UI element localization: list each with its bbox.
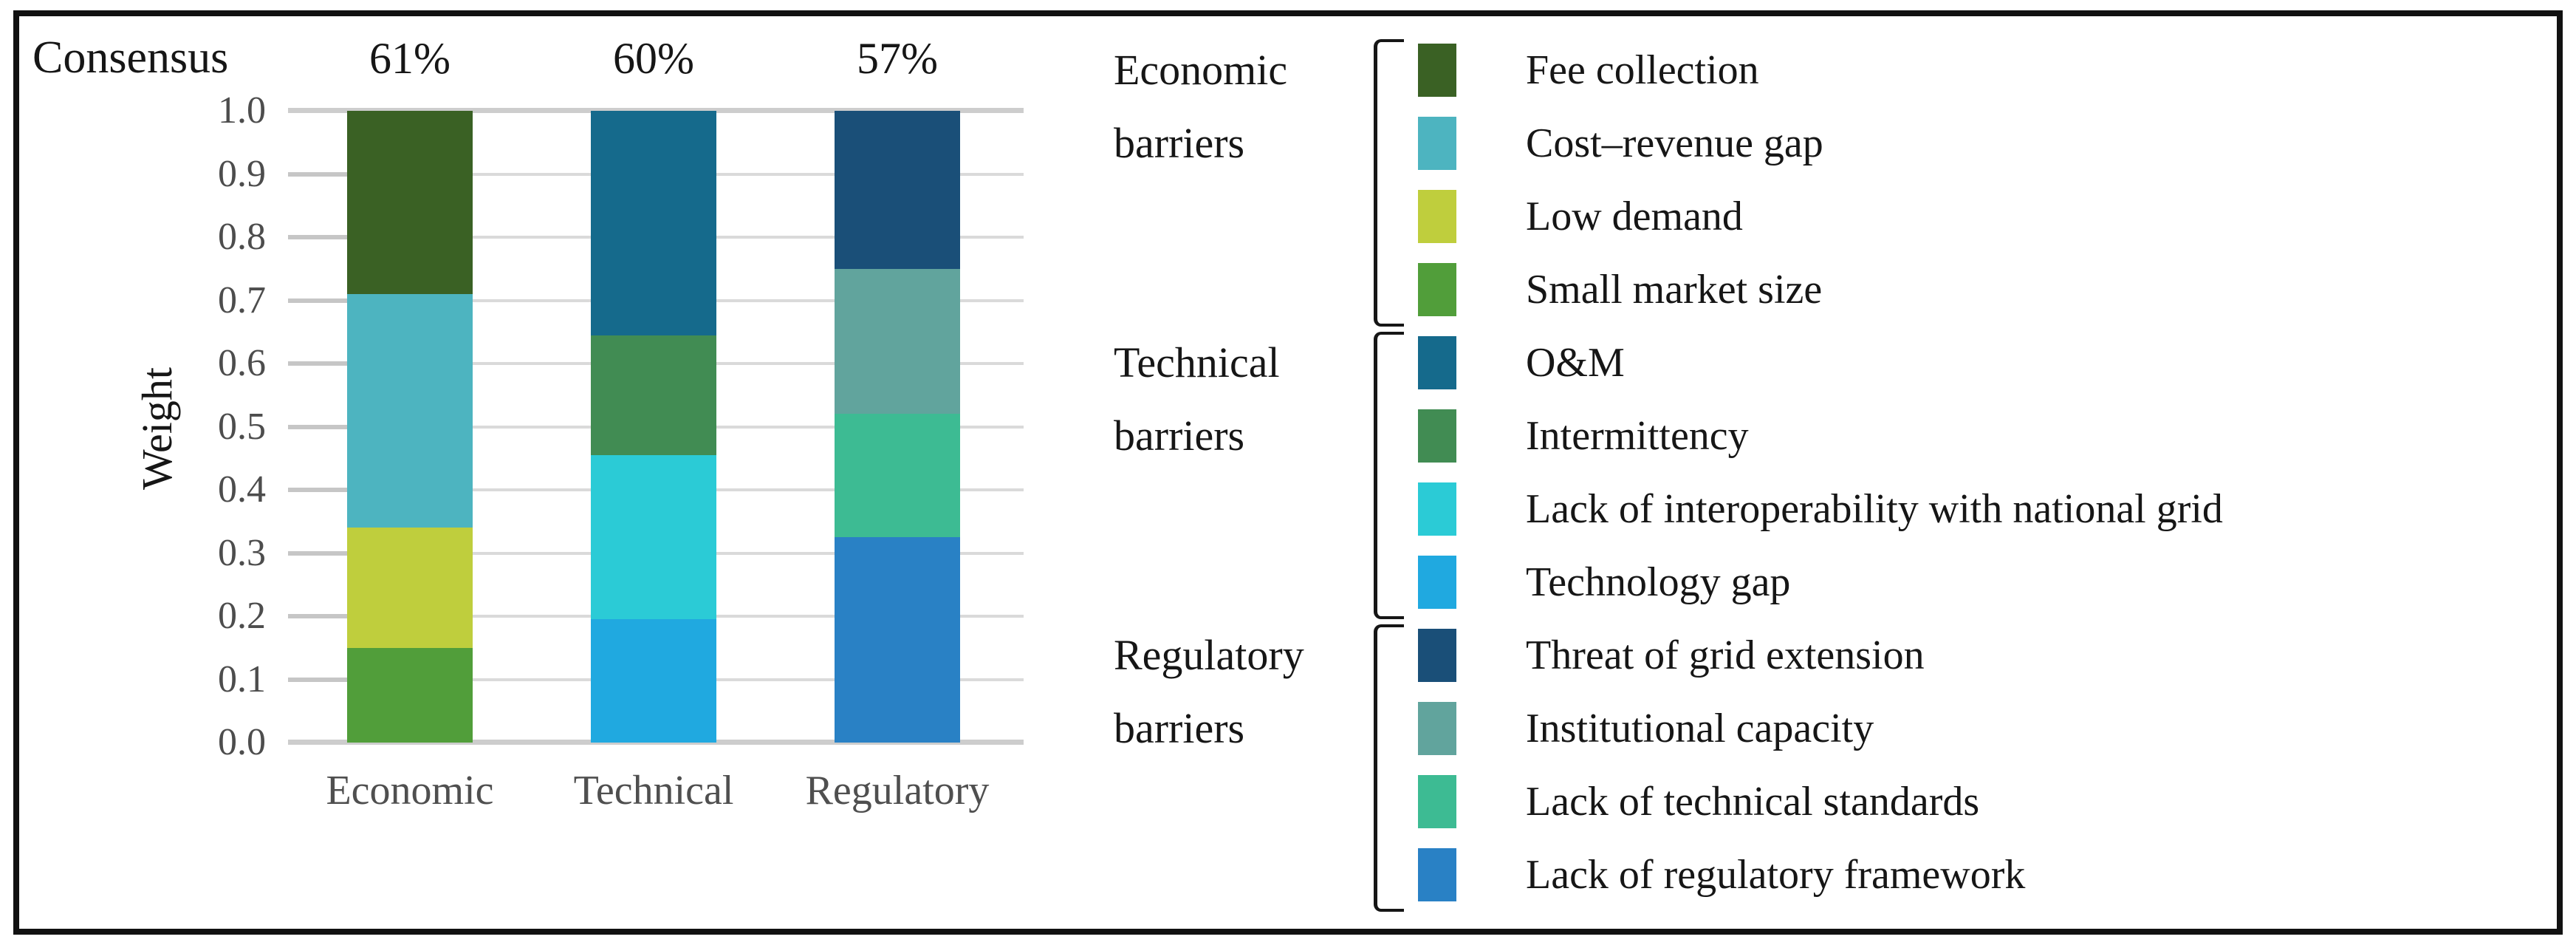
consensus-label: Consensus xyxy=(32,33,229,83)
bar-regulatory xyxy=(835,111,960,743)
bar-segment-intermittency xyxy=(591,335,716,455)
legend-swatch-technology-gap xyxy=(1418,556,1456,609)
bar-segment-lack-of-regulatory-framework xyxy=(835,537,960,743)
legend-group-bracket xyxy=(1374,39,1404,327)
x-category-label: Regulatory xyxy=(805,768,990,813)
y-tick-label: 1.0 xyxy=(218,89,266,132)
legend-swatch-cost-revenue-gap xyxy=(1418,117,1456,170)
legend-swatch-threat-of-grid-extension xyxy=(1418,629,1456,682)
gridline-stub-0.3 xyxy=(288,550,356,556)
legend-item-label: Intermittency xyxy=(1526,413,1749,459)
y-tick-label: 0.4 xyxy=(218,468,266,511)
y-tick-label: 0.9 xyxy=(218,152,266,195)
y-tick-label: 0.6 xyxy=(218,342,266,384)
legend-item-label: Institutional capacity xyxy=(1526,706,1874,751)
y-tick-label: 0.7 xyxy=(218,279,266,321)
bar-segment-lack-of-technical-standards xyxy=(835,414,960,538)
legend-item-label: Low demand xyxy=(1526,194,1743,239)
legend-group-label: barriers xyxy=(1114,412,1245,460)
gridline-stub-0.2 xyxy=(288,614,356,618)
legend-swatch-small-market-size xyxy=(1418,263,1456,316)
bar-technical xyxy=(591,111,716,743)
legend-swatch-lack-of-technical-standards xyxy=(1418,775,1456,828)
bar-economic xyxy=(347,111,473,743)
legend-group-label: Regulatory xyxy=(1114,631,1304,679)
legend-swatch-fee-collection xyxy=(1418,44,1456,97)
gridline-stub-0.7 xyxy=(288,298,356,303)
legend-item-label: O&M xyxy=(1526,340,1625,386)
gridline-1.0 xyxy=(288,108,1024,113)
legend-group-bracket xyxy=(1374,624,1404,912)
y-tick-label: 0.3 xyxy=(218,531,266,574)
gridline-stub-0.1 xyxy=(288,677,356,682)
bar-segment-threat-of-grid-extension xyxy=(835,111,960,269)
consensus-value: 60% xyxy=(613,34,694,83)
legend-item-label: Lack of regulatory framework xyxy=(1526,852,2026,898)
y-tick-label: 0.8 xyxy=(218,216,266,258)
legend-swatch-o-m xyxy=(1418,336,1456,389)
y-tick-label: 0.2 xyxy=(218,595,266,637)
y-tick-label: 0.5 xyxy=(218,405,266,448)
legend-swatch-institutional-capacity xyxy=(1418,702,1456,755)
gridline-stub-0.6 xyxy=(288,361,356,366)
bar-segment-cost-revenue-gap xyxy=(347,293,473,528)
y-tick-label: 0.1 xyxy=(218,658,266,700)
legend-swatch-lack-of-regulatory-framework xyxy=(1418,848,1456,901)
bar-segment-lack-of-interoperability-with-national-grid xyxy=(591,454,716,620)
bar-segment-institutional-capacity xyxy=(835,268,960,414)
y-tick-label: 0.0 xyxy=(218,721,266,763)
bar-segment-o-m xyxy=(591,111,716,335)
legend-item-label: Lack of interoperability with national g… xyxy=(1526,486,2223,532)
x-category-label: Economic xyxy=(326,768,494,813)
bar-segment-low-demand xyxy=(347,528,473,648)
bar-segment-technology-gap xyxy=(591,619,716,743)
legend-group-label: barriers xyxy=(1114,704,1245,752)
bar-segment-fee-collection xyxy=(347,111,473,294)
legend-swatch-lack-of-interoperability-with-national-grid xyxy=(1418,482,1456,536)
consensus-value: 61% xyxy=(369,34,451,83)
gridline-stub-0.8 xyxy=(288,235,356,239)
legend-group-label: Technical xyxy=(1114,338,1280,386)
gridline-stub-0.9 xyxy=(288,171,356,177)
bar-segment-small-market-size xyxy=(347,647,473,743)
legend-item-label: Fee collection xyxy=(1526,47,1759,93)
legend-group-bracket xyxy=(1374,332,1404,619)
legend-swatch-intermittency xyxy=(1418,409,1456,463)
gridline-stub-0.5 xyxy=(288,424,356,429)
legend-swatch-low-demand xyxy=(1418,190,1456,243)
gridline-stub-0.4 xyxy=(288,488,356,492)
consensus-value: 57% xyxy=(857,34,938,83)
legend-group-label: barriers xyxy=(1114,119,1245,167)
legend-item-label: Technology gap xyxy=(1526,559,1791,605)
legend-item-label: Lack of technical standards xyxy=(1526,779,1980,825)
legend-item-label: Cost–revenue gap xyxy=(1526,120,1823,166)
legend-group-label: Economic xyxy=(1114,46,1288,94)
legend-item-label: Threat of grid extension xyxy=(1526,632,1925,678)
x-category-label: Technical xyxy=(573,768,734,813)
legend-item-label: Small market size xyxy=(1526,267,1823,313)
